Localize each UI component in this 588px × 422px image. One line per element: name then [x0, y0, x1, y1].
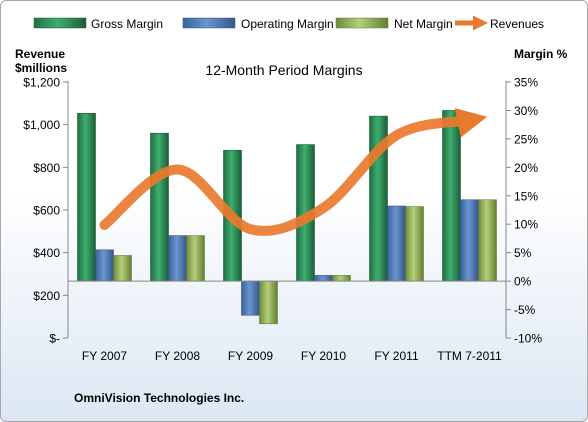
right-tick-label: 35% — [514, 76, 538, 90]
right-tick-label: 0% — [514, 275, 532, 289]
net-margin-bar — [259, 280, 278, 325]
left-tick-label: $800 — [33, 161, 60, 175]
company-name: OmniVision Technologies Inc. — [74, 391, 244, 405]
legend-item-revenues: Revenues — [455, 15, 544, 31]
legend-item-net-margin: Net Margin — [335, 17, 453, 31]
category-label: FY 2008 — [155, 349, 200, 363]
right-tick-label: 30% — [514, 104, 538, 118]
legend-item-gross-margin: Gross Margin — [33, 17, 163, 31]
category-label: FY 2010 — [301, 349, 346, 363]
net-margin-bar — [332, 275, 351, 282]
gross-margin-bar — [442, 110, 461, 282]
category-label: TTM 7-2011 — [437, 349, 502, 363]
left-tick-label: $1,200 — [23, 76, 60, 90]
category-labels: FY 2007 FY 2008 FY 2009 FY 2010 FY 2011 TTM 7… — [82, 349, 502, 363]
operating-margin-bar — [168, 235, 187, 282]
legend-label-revenues: Revenues — [490, 17, 544, 31]
right-tick-label: 15% — [514, 189, 538, 203]
left-tick-label: $- — [49, 332, 60, 346]
left-axis-label-line2: $millions — [15, 61, 67, 75]
left-tick-label: $600 — [33, 204, 60, 218]
operating-margin-bar — [314, 275, 333, 282]
category-label: FY 2007 — [82, 349, 127, 363]
legend-swatch-gross — [33, 17, 87, 29]
operating-margin-bar — [387, 205, 406, 282]
legend-item-operating-margin: Operating Margin — [182, 17, 334, 31]
left-axis-label-line1: Revenue — [15, 47, 65, 61]
right-tick-label: -10% — [514, 332, 542, 346]
gross-margin-bar — [77, 112, 96, 282]
operating-margin-bar — [460, 199, 479, 282]
right-tick-label: 20% — [514, 161, 538, 175]
category-label: FY 2011 — [374, 349, 419, 363]
bar-series — [77, 110, 497, 325]
legend-swatch-net — [335, 17, 389, 29]
right-axis-ticks: -10% -5% 0% 5% 10% 15% 20% 25% 30% 35% — [506, 76, 542, 346]
revenue-line — [99, 108, 488, 236]
net-margin-bar — [405, 206, 424, 282]
operating-margin-bar — [241, 280, 260, 316]
right-axis-label: Margin % — [514, 47, 568, 61]
legend-label-gross: Gross Margin — [91, 17, 163, 31]
left-tick-label: $400 — [33, 246, 60, 260]
gross-margin-bar — [150, 132, 169, 282]
left-axis-ticks: $- $200 $400 $600 $800 $1,000 $1,200 — [23, 76, 68, 346]
operating-margin-bar — [95, 249, 114, 282]
net-margin-bar — [478, 199, 497, 282]
left-tick-label: $1,000 — [23, 118, 60, 132]
legend-label-operating: Operating Margin — [241, 17, 334, 31]
category-label: FY 2009 — [228, 349, 273, 363]
right-tick-label: 5% — [514, 246, 532, 260]
legend-label-net: Net Margin — [394, 17, 453, 31]
revenue-series — [99, 108, 488, 236]
chart-title: 12-Month Period Margins — [205, 62, 362, 78]
net-margin-bar — [186, 235, 205, 282]
left-tick-label: $200 — [33, 289, 60, 303]
right-tick-label: -5% — [514, 303, 536, 317]
legend-swatch-operating — [182, 17, 236, 29]
net-margin-bar — [113, 255, 132, 282]
legend: Gross Margin Operating Margin Net Margin… — [33, 15, 544, 31]
right-tick-label: 10% — [514, 218, 538, 232]
right-tick-label: 25% — [514, 132, 538, 146]
